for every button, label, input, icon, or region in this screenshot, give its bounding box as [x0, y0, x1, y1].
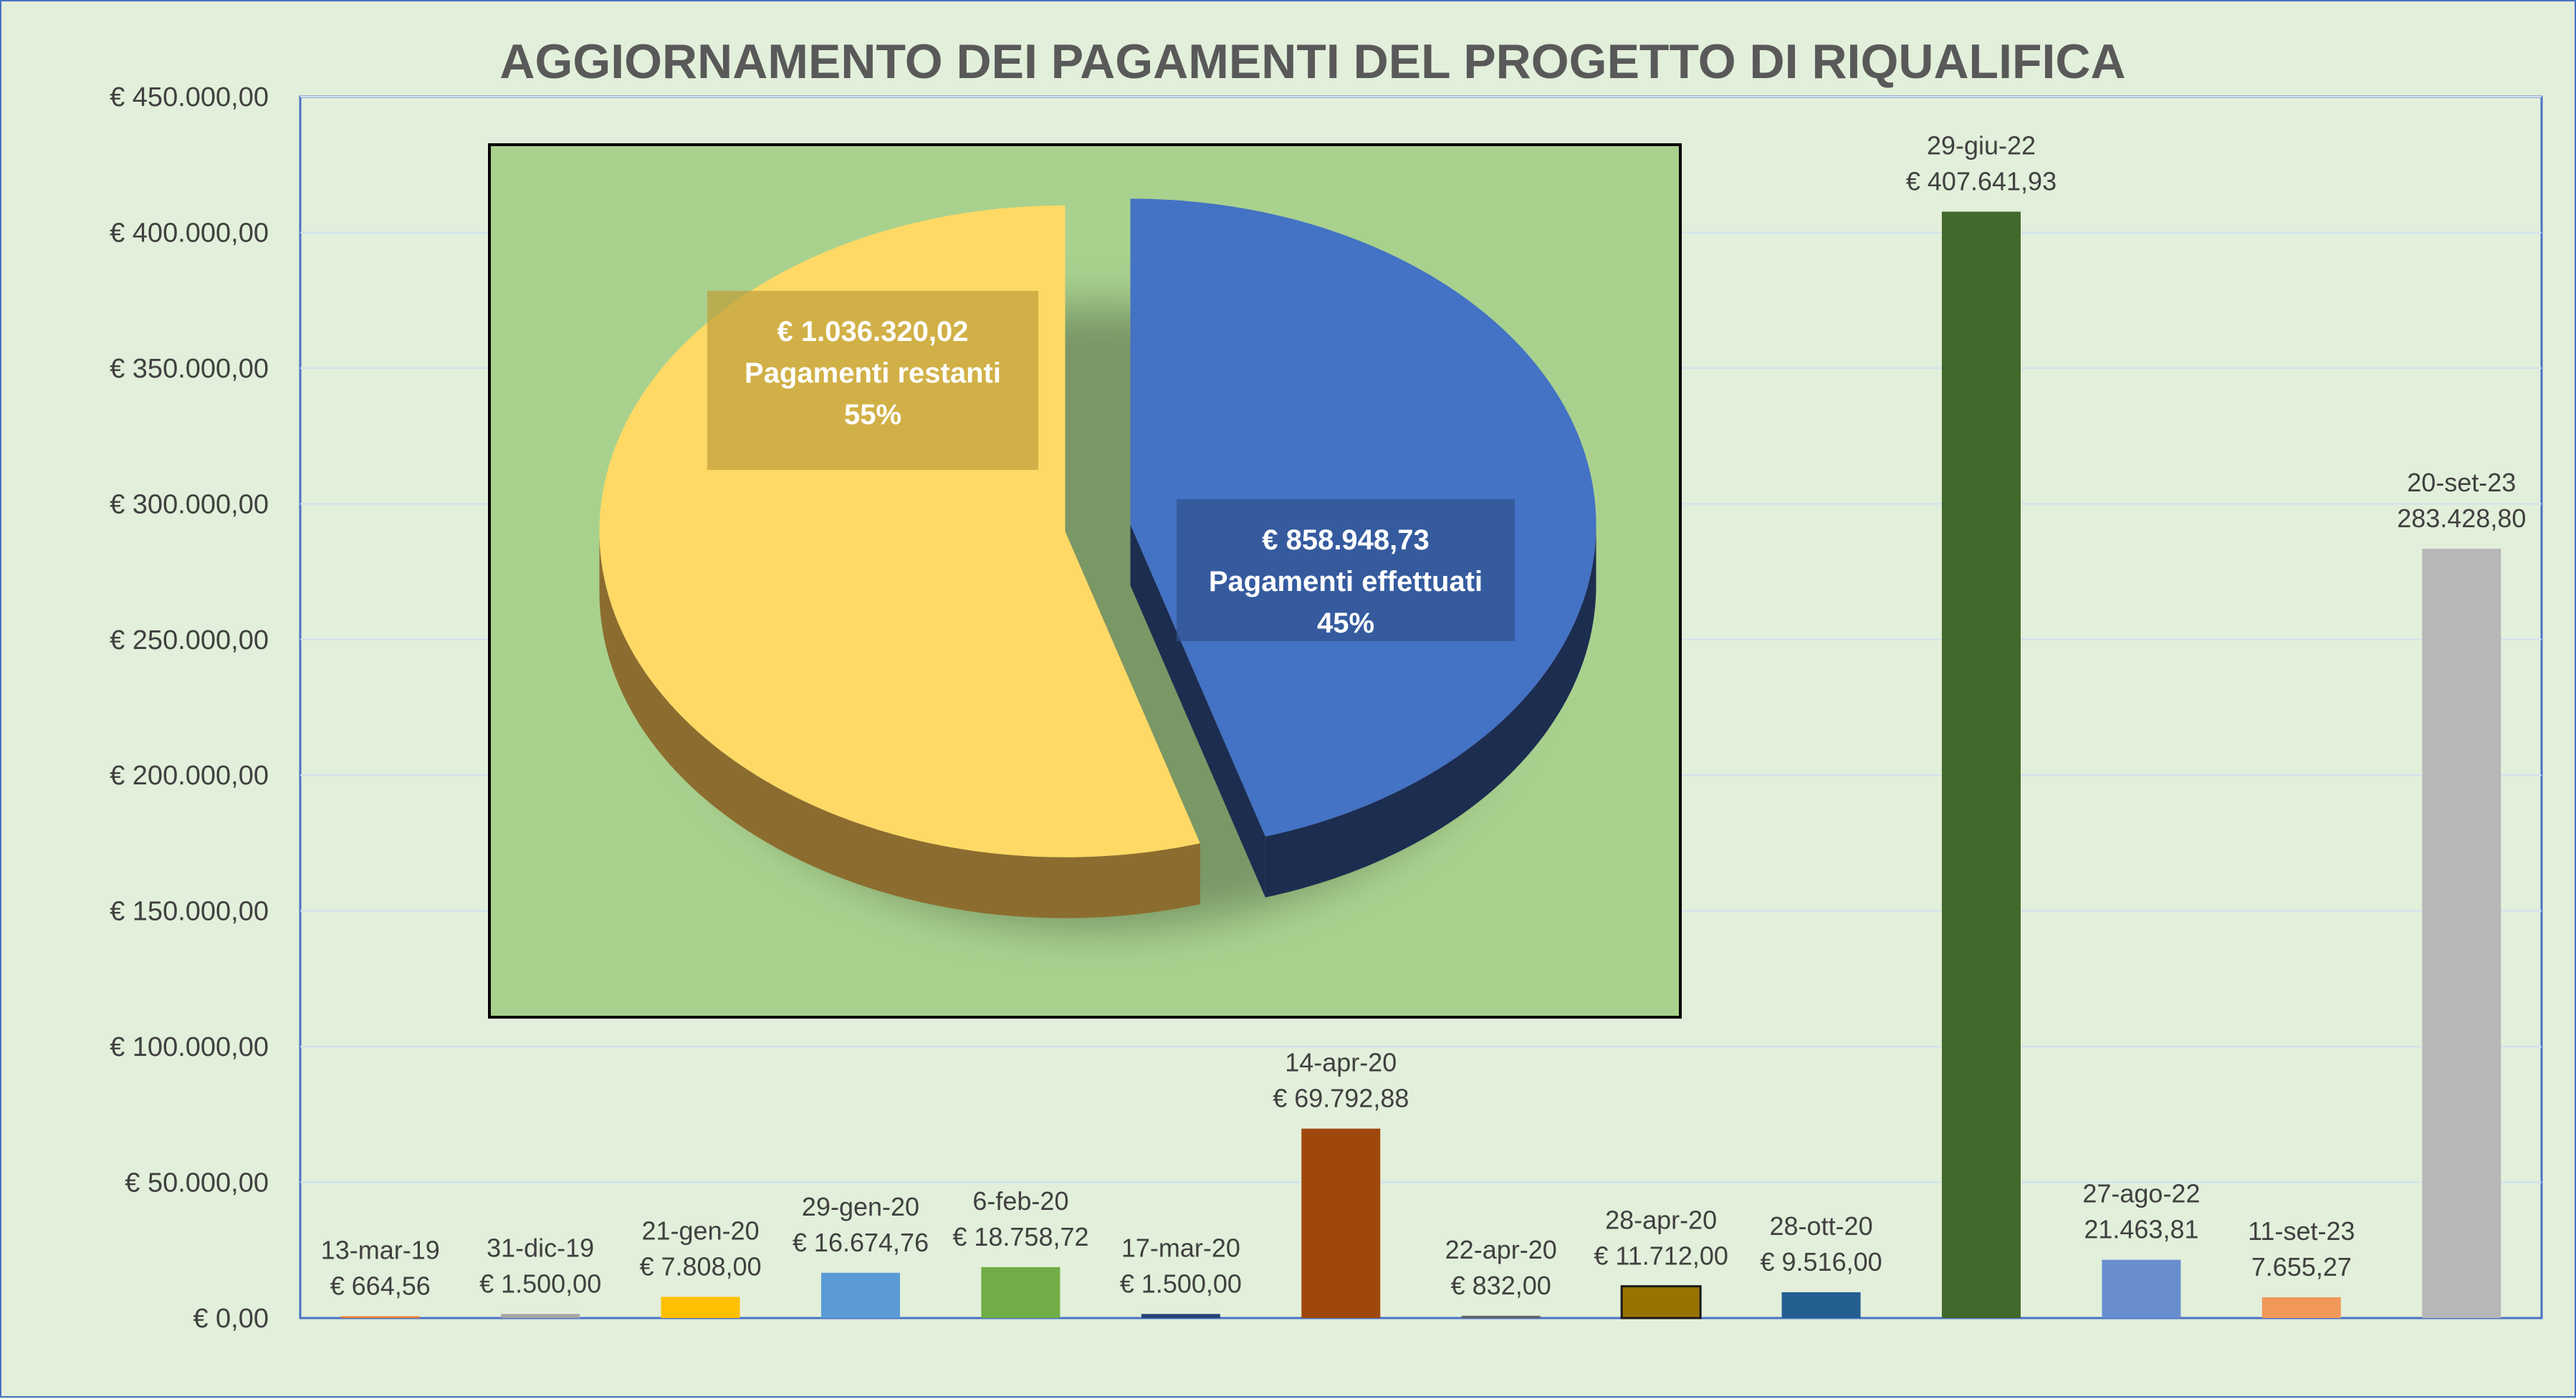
- bar-value-label: € 1.500,00: [1120, 1269, 1242, 1298]
- bar-value-label: € 407.641,93: [1906, 166, 2057, 196]
- bar-date-label: 14-apr-20: [1285, 1048, 1397, 1077]
- bar-date-label: 21-gen-20: [642, 1216, 760, 1245]
- bar-6-feb-20: [981, 1266, 1060, 1318]
- bar-28-apr-20: [1620, 1285, 1702, 1319]
- pie-label-effettuati: € 858.948,73 Pagamenti effettuati 45%: [1177, 499, 1515, 641]
- chart-title: AGGIORNAMENTO DEI PAGAMENTI DEL PROGETTO…: [499, 34, 2125, 89]
- pie-label-effettuati-line: Pagamenti effettuati: [1209, 566, 1483, 597]
- bar-20-set-23: [2422, 549, 2501, 1318]
- bar-29-giu-22: [1942, 211, 2021, 1319]
- bar-27-ago-22: [2102, 1259, 2181, 1318]
- y-tick-label: € 100.000,00: [110, 1032, 269, 1062]
- bar-29-gen-20: [821, 1272, 900, 1318]
- bar-17-mar-20: [1141, 1314, 1220, 1318]
- y-tick-label: € 350.000,00: [110, 354, 269, 384]
- pie-slice-side-effettuati: [1130, 524, 1265, 898]
- bar-date-label: 28-apr-20: [1605, 1206, 1717, 1235]
- pie-label-restanti: € 1.036.320,02 Pagamenti restanti 55%: [707, 291, 1038, 470]
- pie-label-effettuati-line: 45%: [1317, 607, 1374, 639]
- bar-value-label: 21.463,81: [2084, 1215, 2198, 1244]
- bar-11-set-23: [2261, 1297, 2341, 1318]
- pie-chart-inset: € 1.036.320,02 Pagamenti restanti 55% € 858…: [488, 143, 1682, 1019]
- bar-value-label: € 11.712,00: [1594, 1241, 1728, 1271]
- bar-value-label: € 69.792,88: [1273, 1084, 1409, 1113]
- bar-value-label: € 7.808,00: [639, 1251, 761, 1281]
- y-tick-label: € 300.000,00: [110, 489, 269, 519]
- bar-31-dic-19: [501, 1314, 580, 1318]
- y-tick-label: € 250.000,00: [110, 625, 269, 655]
- bar-date-label: 27-ago-22: [2082, 1179, 2200, 1208]
- bar-date-label: 29-giu-22: [1927, 130, 2036, 160]
- pie-label-effettuati-line: € 858.948,73: [1262, 524, 1430, 556]
- pie-label-restanti-line: 55%: [844, 399, 901, 431]
- bar-date-label: 11-set-23: [2248, 1216, 2355, 1246]
- bar-value-label: € 1.500,00: [479, 1269, 601, 1298]
- bar-date-label: 29-gen-20: [802, 1192, 919, 1221]
- bar-value-label: € 16.674,76: [793, 1228, 929, 1257]
- y-axis-ticks: € 0,00 € 50.000,00 € 100.000,00 € 150.000,0…: [110, 82, 269, 1334]
- y-tick-label: € 450.000,00: [110, 82, 269, 112]
- bar-series: 13-mar-19 € 664,56 31-dic-19 € 1.500,00 21-g…: [321, 130, 2526, 1319]
- pie-label-effettuati-box: [1177, 499, 1515, 641]
- bar-value-label: 283.428,80: [2397, 504, 2526, 533]
- bar-date-label: 20-set-23: [2407, 468, 2516, 497]
- bar-date-label: 28-ott-20: [1770, 1211, 1873, 1241]
- pie-slice-rim-restanti: [599, 531, 1200, 918]
- bar-date-label: 13-mar-19: [321, 1235, 440, 1264]
- pie-label-restanti-line: € 1.036.320,02: [777, 316, 969, 347]
- bar-value-label: € 664,56: [330, 1271, 431, 1300]
- bar-value-label: 7.655,27: [2251, 1252, 2352, 1282]
- bar-value-label: € 18.758,72: [952, 1222, 1088, 1251]
- bar-13-mar-19: [340, 1316, 420, 1318]
- bar-date-label: 31-dic-19: [487, 1233, 594, 1262]
- bar-value-label: € 832,00: [1451, 1271, 1551, 1300]
- y-tick-label: € 200.000,00: [110, 761, 269, 791]
- y-tick-label: € 50.000,00: [125, 1168, 269, 1198]
- pie-label-restanti-box: [707, 291, 1038, 470]
- y-tick-label: € 0,00: [193, 1304, 269, 1334]
- bar-value-label: € 9.516,00: [1760, 1247, 1882, 1277]
- y-tick-label: € 150.000,00: [110, 897, 269, 927]
- y-tick-label: € 400.000,00: [110, 218, 269, 248]
- bar-28-ott-20: [1781, 1292, 1861, 1318]
- bar-22-apr-20: [1461, 1315, 1541, 1318]
- bar-date-label: 22-apr-20: [1445, 1235, 1557, 1264]
- pie-label-restanti-line: Pagamenti restanti: [744, 357, 1001, 389]
- bar-date-label: 17-mar-20: [1121, 1233, 1240, 1262]
- bar-date-label: 6-feb-20: [972, 1186, 1068, 1216]
- pie-slice-rim-effettuati: [1265, 524, 1596, 898]
- bar-14-apr-20: [1301, 1128, 1381, 1318]
- bar-21-gen-20: [661, 1297, 740, 1318]
